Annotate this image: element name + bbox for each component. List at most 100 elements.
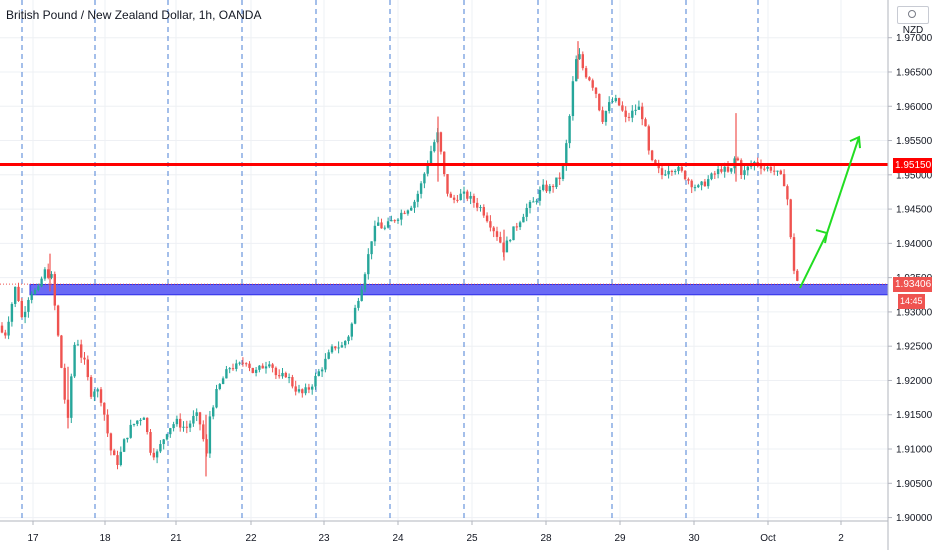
candle-down [644, 119, 647, 127]
candle-up [390, 220, 393, 222]
candle-up [27, 299, 30, 312]
candle-down [116, 455, 119, 466]
candle-up [568, 116, 571, 144]
candle-down [782, 174, 786, 187]
candle-down [301, 389, 304, 394]
candle-down [403, 212, 406, 214]
candle-down [641, 106, 644, 120]
candle-up [221, 378, 225, 385]
candle-up [400, 212, 403, 220]
candle-up [96, 389, 99, 392]
candle-down [20, 300, 23, 318]
candle-down [99, 389, 103, 403]
candle-down [393, 220, 396, 222]
candle-down [284, 372, 287, 378]
candle-up [347, 336, 350, 342]
candle-down [545, 184, 548, 192]
candle-up [386, 221, 390, 228]
candle-up [136, 420, 139, 424]
candle-down [109, 433, 113, 451]
candle-up [43, 269, 47, 279]
candle-down [499, 236, 502, 243]
candle-down [179, 418, 182, 428]
candle-down [80, 344, 83, 358]
candle-down [231, 368, 235, 370]
time-axis[interactable]: 17 18 21 22 23 24 25 28 29 30 Oct 2 [0, 520, 888, 544]
candle-up [327, 352, 330, 359]
y-tick-label: 1.93000 [896, 307, 932, 318]
candle-down [4, 332, 7, 336]
x-tick-label: 23 [318, 533, 330, 544]
currency-label: NZD [902, 25, 924, 36]
candle-down [779, 170, 782, 175]
candle-up [542, 184, 545, 190]
candle-up [426, 164, 429, 174]
x-tick-label: 17 [27, 533, 39, 544]
candle-down [796, 270, 799, 281]
x-tick-label: 28 [540, 533, 552, 544]
candle-down [558, 177, 561, 179]
candle-up [611, 101, 614, 103]
candle-up [604, 110, 608, 122]
candle-down [466, 191, 469, 199]
candles [0, 41, 799, 477]
candle-up [479, 207, 482, 209]
support-zone[interactable] [0, 283, 889, 296]
candle-up [766, 166, 769, 169]
candle-up [667, 170, 670, 175]
candle-up [561, 165, 565, 179]
candle-up [664, 174, 667, 176]
candle-up [429, 151, 433, 165]
candle-down [680, 166, 683, 171]
candle-up [30, 293, 33, 300]
candle-up [532, 201, 535, 203]
x-tick-label: 2 [838, 533, 844, 544]
candle-up [215, 389, 218, 408]
candle-down [274, 367, 278, 376]
candle-up [373, 225, 377, 242]
candle-down [113, 450, 116, 456]
candle-up [410, 207, 413, 211]
candle-down [472, 195, 476, 203]
candle-up [208, 416, 212, 454]
candle-down [86, 359, 89, 378]
candle-up [512, 226, 515, 241]
candle-down [789, 199, 792, 238]
price-axis[interactable]: 1.97000 1.96500 1.96000 1.95500 1.95000 1.945… [887, 0, 932, 550]
currency-button[interactable]: NZD [897, 6, 929, 36]
candle-up [37, 286, 40, 290]
candle-up [360, 289, 363, 301]
candle-up [297, 389, 301, 392]
candle-up [192, 415, 195, 424]
candle-down [670, 170, 674, 173]
candle-up [132, 423, 136, 425]
candle-up [571, 81, 575, 117]
candle-up [268, 364, 271, 367]
candle-up [518, 222, 522, 228]
candle-up [254, 369, 258, 373]
candle-down [621, 105, 624, 111]
y-tick-label: 1.92500 [896, 342, 932, 353]
candle-up [7, 321, 10, 336]
candle-down [83, 357, 86, 360]
candle-down [740, 160, 743, 176]
candle-up [175, 418, 179, 425]
projection-arrow[interactable] [799, 135, 861, 289]
candle-up [746, 166, 749, 171]
candle-up [350, 323, 353, 337]
candle-down [515, 226, 518, 228]
candle-up [528, 201, 532, 208]
candle-down [334, 346, 337, 349]
x-tick-label: 21 [170, 533, 182, 544]
candle-up [433, 142, 436, 152]
y-tick-label: 1.96500 [896, 67, 932, 78]
candle-down [650, 150, 654, 161]
candle-up [314, 375, 317, 387]
candle-up [505, 240, 509, 253]
candle-up [311, 386, 314, 390]
candle-down [617, 98, 621, 106]
candle-up [723, 166, 726, 172]
candle-up [525, 207, 528, 217]
candle-down [63, 367, 66, 400]
